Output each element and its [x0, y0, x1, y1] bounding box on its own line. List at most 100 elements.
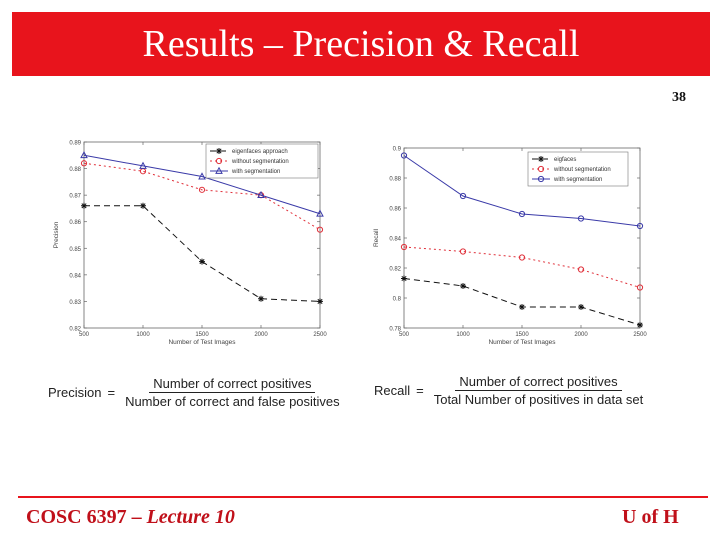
- c1-xtick-label-2: 1500: [515, 332, 529, 338]
- c1-xlabel: Number of Test Images: [488, 339, 556, 346]
- c1-ytick-label-6: 0.9: [393, 147, 402, 153]
- c1-point-s2-0: [400, 152, 408, 159]
- c0-point-s0-0: [81, 202, 87, 209]
- c1-xtick-label-1: 1000: [456, 332, 470, 338]
- recall-formula: Recall = Number of correct positives Tot…: [374, 374, 647, 407]
- c0-ytick-label-3: 0.85: [69, 247, 81, 253]
- c1-point-s2-1: [459, 192, 467, 200]
- footer-rule: [18, 496, 708, 498]
- c1-legend-marker-0-glyph: [538, 156, 544, 162]
- c1-point-s0-0-glyph: [401, 275, 407, 282]
- c1-ylabel: Recall: [373, 228, 380, 247]
- c0-series-line-1: [83, 162, 321, 231]
- c0-ytick-label-0: 0.82: [69, 327, 81, 333]
- c0-ylabel: Precision: [53, 221, 60, 248]
- c0-point-s0-2-glyph: [199, 258, 205, 265]
- c0-point-s2-1: [139, 161, 147, 169]
- precision-denominator: Number of correct and false positives: [125, 394, 340, 409]
- c0-legend-marker-1: [215, 157, 223, 165]
- c0-point-s0-1-glyph: [140, 202, 146, 209]
- precision-chart: 0.82 0.83 0.84 0.85 0.86 0.87 0.88 0.89 500 1000 1…: [53, 141, 327, 347]
- precision-formula: Precision = Number of correct positives …: [48, 376, 344, 409]
- c1-point-s0-3-glyph: [578, 304, 584, 310]
- c0-xlabel: Number of Test Images: [168, 339, 236, 346]
- c1-legend-marker-1: [537, 165, 545, 173]
- c1-legend-label-2: with segmentation: [553, 177, 602, 183]
- c1-ytick-label-3: 0.84: [389, 237, 401, 243]
- c0-point-s0-1: [140, 202, 146, 209]
- c1-point-s0-4: [637, 322, 643, 328]
- c0-series-line-2: [83, 154, 321, 215]
- c1-point-s1-2: [518, 254, 526, 261]
- c0-legend-label-2: with segmentation: [231, 169, 280, 175]
- c1-legend-label-1: without segmentation: [553, 167, 611, 173]
- c0-point-s0-3: [258, 295, 264, 302]
- c0-point-s0-2: [199, 258, 205, 265]
- c0-point-s2-2: [198, 172, 206, 180]
- c1-ytick-label-1: 0.8: [393, 297, 402, 303]
- c1-point-s0-2: [519, 304, 525, 310]
- c0-xtick-label-1: 1000: [136, 332, 150, 338]
- c1-point-s2-4: [636, 222, 644, 230]
- c1-ytick-label-0: 0.78: [389, 327, 401, 333]
- c1-legend-label-0: eigfaces: [554, 157, 576, 163]
- precision-fraction: Number of correct positives Number of co…: [121, 376, 344, 409]
- recall-fraction: Number of correct positives Total Number…: [430, 374, 648, 407]
- c0-ytick-label-2: 0.84: [69, 273, 81, 279]
- precision-label: Precision: [48, 385, 102, 400]
- c1-point-s0-4-glyph: [637, 322, 643, 328]
- c0-ytick-label-1: 0.83: [69, 300, 81, 306]
- c1-point-s2-3: [577, 215, 585, 222]
- footer-course: COSC 6397 – Lecture 10: [26, 506, 235, 529]
- c0-point-s2-4: [316, 209, 324, 217]
- c1-xtick-label-0: 500: [399, 332, 410, 338]
- c0-ytick-label-7: 0.89: [69, 141, 81, 147]
- c0-ytick-label-5: 0.87: [69, 194, 81, 200]
- footer-university: U of H: [622, 506, 679, 528]
- c1-point-s1-0: [400, 243, 408, 251]
- equals-sign: =: [416, 383, 424, 398]
- c0-xtick-label-3: 2000: [254, 332, 268, 338]
- c1-point-s0-3: [578, 304, 584, 310]
- c0-point-s0-0-glyph: [81, 202, 87, 209]
- recall-numerator: Number of correct positives: [455, 374, 622, 391]
- c1-point-s2-2: [518, 210, 526, 218]
- footer-course-code: COSC 6397 –: [26, 506, 147, 528]
- c0-point-s2-3: [257, 190, 265, 199]
- c1-point-s0-1-glyph: [460, 283, 466, 289]
- footer-lecture: Lecture 10: [146, 506, 235, 528]
- c1-xtick-label-3: 2000: [574, 332, 588, 338]
- c1-xtick-label-4: 2500: [633, 332, 647, 338]
- c0-point-s1-0: [80, 160, 88, 167]
- c0-legend-marker-2: [215, 166, 223, 174]
- c1-ytick-label-4: 0.86: [389, 207, 401, 213]
- recall-chart: 0.78 0.8 0.82 0.84 0.86 0.88 0.9 500 1000 1500 200…: [373, 147, 647, 347]
- c1-legend-marker-2: [537, 175, 545, 183]
- recall-denominator: Total Number of positives in data set: [433, 392, 644, 407]
- equals-sign: =: [107, 385, 116, 400]
- c0-point-s1-2: [198, 186, 206, 193]
- c0-legend-marker-0: [216, 148, 222, 154]
- c1-point-s1-3: [577, 266, 585, 273]
- c0-xtick-label-2: 1500: [195, 332, 209, 338]
- slide-title: Results – Precision & Recall: [142, 23, 580, 65]
- c1-ytick-label-5: 0.88: [389, 177, 401, 183]
- precision-numerator: Number of correct positives: [149, 376, 316, 393]
- c1-point-s1-1: [459, 248, 467, 255]
- c0-point-s2-0: [80, 151, 88, 159]
- c1-legend-box: [527, 151, 629, 187]
- c0-point-s1-4: [316, 226, 324, 233]
- c0-legend-label-0: eigenfaces approach: [232, 149, 288, 155]
- c1-point-s0-0: [401, 275, 407, 282]
- c1-series-line-2: [403, 155, 641, 227]
- slide-number: 38: [672, 90, 686, 105]
- c0-point-s0-4: [317, 298, 323, 305]
- c1-ytick-label-2: 0.82: [389, 267, 401, 273]
- c0-legend-label-1: without segmentation: [231, 159, 289, 165]
- c1-point-s0-1: [460, 283, 466, 289]
- title-bar: Results – Precision & Recall: [12, 12, 710, 76]
- c0-ytick-label-4: 0.86: [69, 220, 81, 226]
- c0-ytick-label-6: 0.88: [69, 167, 81, 173]
- c0-xtick-label-0: 500: [79, 332, 90, 338]
- c0-point-s0-3-glyph: [258, 295, 264, 302]
